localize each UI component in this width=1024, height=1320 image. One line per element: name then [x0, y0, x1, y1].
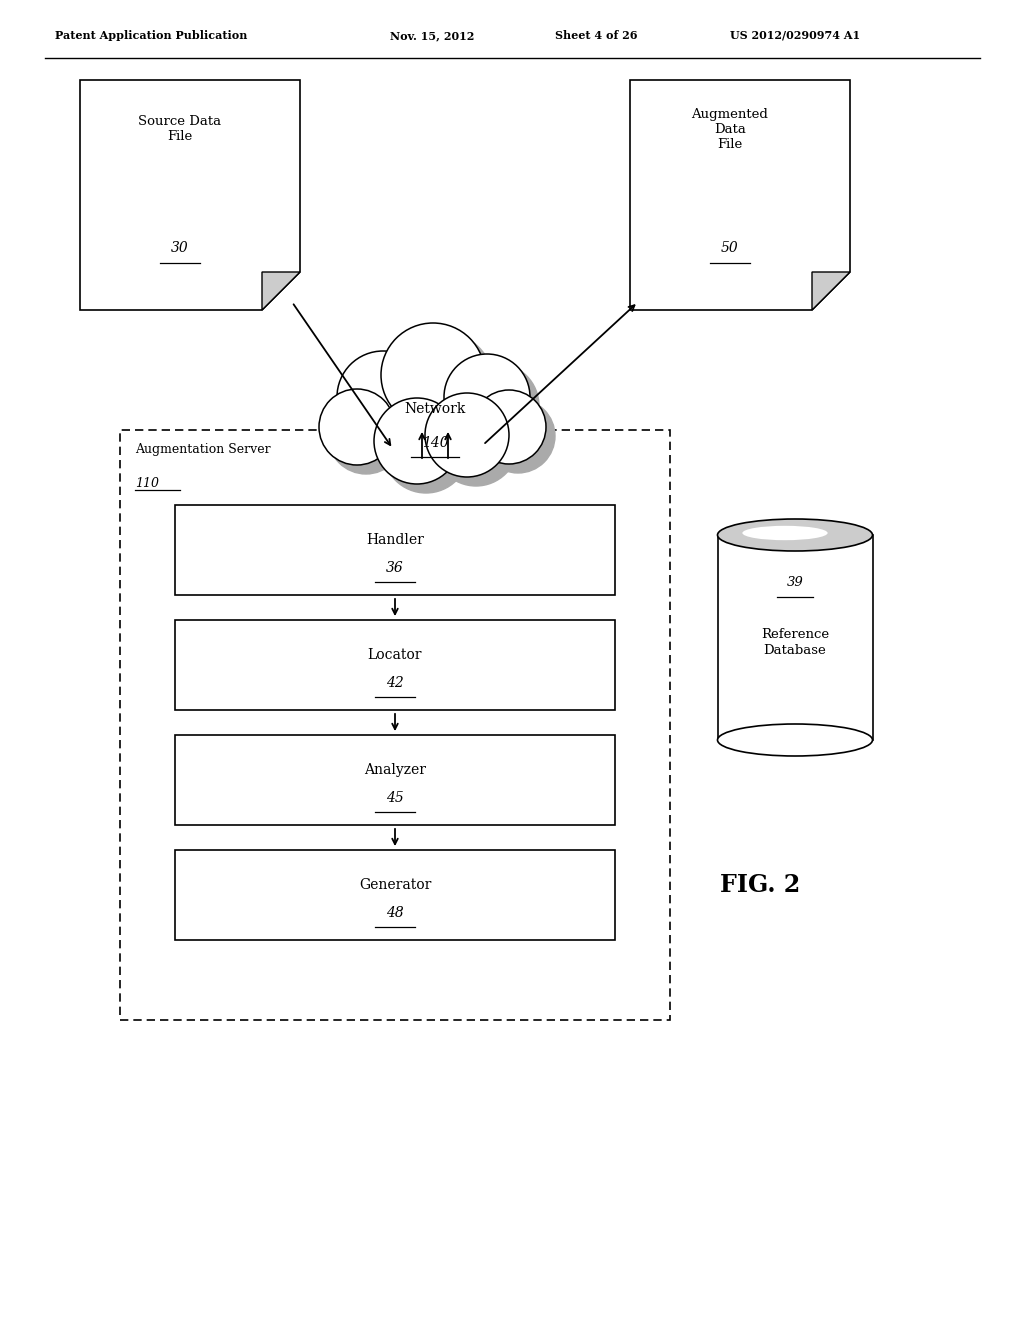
Text: Reference
Database: Reference Database: [761, 628, 829, 656]
Text: Augmentation Server: Augmentation Server: [135, 444, 270, 455]
Circle shape: [425, 393, 509, 477]
Text: Nov. 15, 2012: Nov. 15, 2012: [390, 30, 474, 41]
Circle shape: [444, 354, 530, 440]
Text: 45: 45: [386, 791, 403, 805]
Text: Sheet 4 of 26: Sheet 4 of 26: [555, 30, 638, 41]
Ellipse shape: [742, 525, 827, 540]
FancyBboxPatch shape: [120, 430, 670, 1020]
Circle shape: [472, 389, 546, 465]
Polygon shape: [630, 81, 850, 310]
Text: 48: 48: [386, 906, 403, 920]
Text: US 2012/0290974 A1: US 2012/0290974 A1: [730, 30, 860, 41]
Circle shape: [453, 363, 539, 449]
Text: 140: 140: [422, 436, 449, 450]
Text: Handler: Handler: [366, 533, 424, 546]
Circle shape: [374, 399, 460, 484]
FancyBboxPatch shape: [175, 620, 615, 710]
Circle shape: [383, 407, 469, 492]
Circle shape: [434, 403, 518, 486]
Text: Patent Application Publication: Patent Application Publication: [55, 30, 248, 41]
Text: 110: 110: [135, 477, 159, 490]
Text: 36: 36: [386, 561, 403, 576]
Text: Locator: Locator: [368, 648, 422, 663]
Circle shape: [337, 351, 429, 444]
Polygon shape: [80, 81, 300, 310]
Ellipse shape: [718, 723, 872, 756]
Text: 30: 30: [171, 242, 188, 255]
Circle shape: [381, 323, 485, 426]
Ellipse shape: [718, 519, 872, 550]
Circle shape: [319, 389, 395, 465]
FancyBboxPatch shape: [175, 506, 615, 595]
Circle shape: [390, 333, 494, 436]
Text: 39: 39: [786, 576, 804, 589]
Circle shape: [481, 399, 555, 473]
Text: Analyzer: Analyzer: [364, 763, 426, 777]
Polygon shape: [262, 272, 300, 310]
Text: 50: 50: [721, 242, 739, 255]
Text: FIG. 2: FIG. 2: [720, 873, 800, 898]
FancyBboxPatch shape: [175, 850, 615, 940]
Bar: [718, 535, 872, 741]
FancyBboxPatch shape: [175, 735, 615, 825]
Text: 42: 42: [386, 676, 403, 690]
Circle shape: [328, 399, 404, 474]
Text: Augmented
Data
File: Augmented Data File: [691, 108, 768, 150]
Text: Generator: Generator: [358, 878, 431, 892]
Circle shape: [346, 360, 438, 451]
Text: Network: Network: [404, 403, 466, 416]
Text: Source Data
File: Source Data File: [138, 115, 221, 143]
Polygon shape: [812, 272, 850, 310]
